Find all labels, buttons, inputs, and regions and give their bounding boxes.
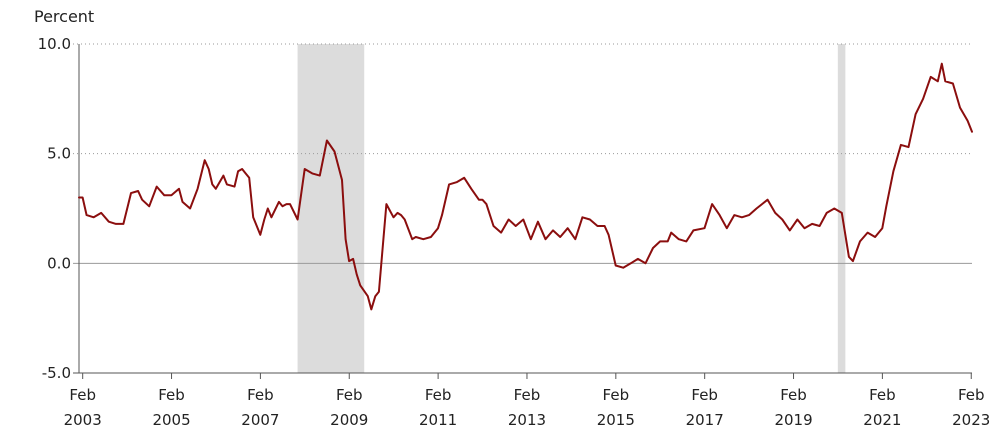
x-tick-year: 2013 (508, 411, 546, 429)
x-tick-month: Feb (869, 386, 896, 404)
x-tick-month: Feb (336, 386, 363, 404)
recession-band-0 (297, 44, 365, 373)
x-tick-year: 2019 (774, 411, 812, 429)
x-tick-year: 2011 (419, 411, 457, 429)
x-ticks: Feb 2003 Feb 2005 Feb 2007 Feb 2009 Feb 2011 Feb 20… (64, 373, 990, 429)
x-tick-month: Feb (247, 386, 274, 404)
x-tick-year: 2023 (952, 411, 990, 429)
x-tick-month: Feb (158, 386, 185, 404)
recession-bands (297, 44, 846, 373)
x-tick-year: 2009 (330, 411, 368, 429)
x-tick-month: Feb (603, 386, 630, 404)
x-tick-year: 2005 (152, 411, 190, 429)
recession-band-1 (837, 44, 846, 373)
x-tick-month: Feb (514, 386, 541, 404)
x-tick-month: Feb (69, 386, 96, 404)
x-tick-month: Feb (780, 386, 807, 404)
x-tick-month: Feb (691, 386, 718, 404)
x-tick-month: Feb (958, 386, 985, 404)
x-tick-year: 2017 (686, 411, 724, 429)
y-axis-unit-label: Percent (34, 7, 94, 26)
series-line (78, 62, 973, 311)
x-tick-month: Feb (425, 386, 452, 404)
y-tick-label: 10.0 (38, 35, 71, 53)
x-tick-year: 2015 (597, 411, 635, 429)
x-tick-year: 2003 (64, 411, 102, 429)
gridlines (73, 43, 972, 374)
x-tick-year: 2007 (241, 411, 279, 429)
y-tick-label: 5.0 (47, 145, 71, 163)
x-tick-year: 2021 (863, 411, 901, 429)
y-tick-labels: 10.0 5.0 0.0 -5.0 (38, 35, 71, 382)
y-tick-label: -5.0 (42, 364, 71, 382)
y-tick-label: 0.0 (47, 254, 71, 272)
